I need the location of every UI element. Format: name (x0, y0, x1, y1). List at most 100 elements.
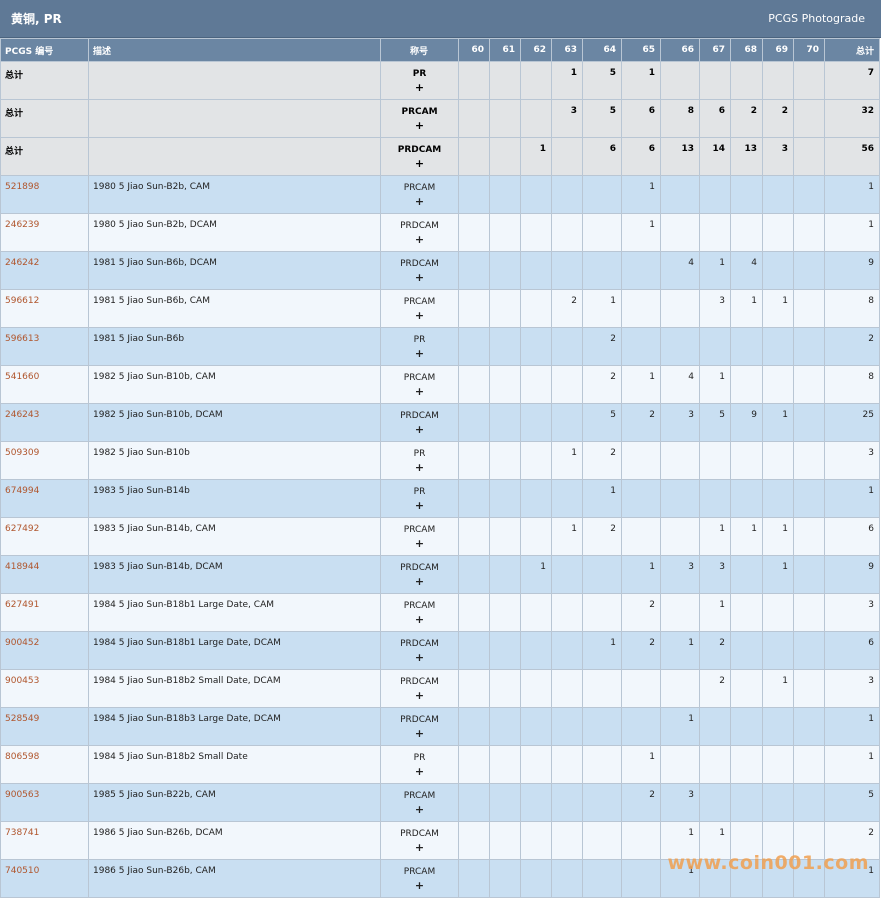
col-header-total[interactable]: 总计 (824, 38, 880, 62)
plus-grade-label[interactable]: + (414, 879, 425, 892)
pcgs-number-link[interactable]: 900452 (5, 638, 40, 648)
plus-grade-label[interactable]: + (414, 423, 425, 436)
pcgs-number-link[interactable]: 528549 (5, 714, 40, 724)
col-header-grade[interactable]: 69 (762, 38, 794, 62)
plus-grade-label[interactable]: + (414, 195, 425, 208)
grade-count-cell (793, 783, 825, 822)
plus-grade-label[interactable]: + (414, 537, 425, 550)
pcgs-number-link[interactable]: 627491 (5, 600, 40, 610)
grade-count-cell (730, 745, 763, 784)
grade-count-cell (489, 327, 521, 366)
col-header-grade[interactable]: 66 (660, 38, 700, 62)
grade-count-cell (660, 441, 700, 480)
plus-grade-label[interactable]: + (414, 499, 425, 512)
pcgs-number-link[interactable]: 674994 (5, 486, 40, 496)
row-total-cell: 25 (824, 403, 880, 442)
description-cell: 1984 5 Jiao Sun-B18b1 Large Date, CAM (88, 593, 381, 632)
total-label: 总计 (0, 61, 89, 100)
plus-grade-label[interactable]: + (414, 613, 425, 626)
grade-count-cell (551, 175, 583, 214)
pcgs-number-link[interactable]: 246243 (5, 410, 40, 420)
pcgs-number-link[interactable]: 900563 (5, 790, 40, 800)
col-header-grade[interactable]: 70 (793, 38, 825, 62)
col-header-designation[interactable]: 称号 (380, 38, 459, 62)
plus-grade-label[interactable]: + (414, 347, 425, 360)
col-header-grade[interactable]: 60 (458, 38, 490, 62)
designation-cell: PRDCAM + (380, 707, 459, 746)
table-body: 总计 PR +1 5 1 7 总计 PRCAM +3 5 6 8 6 2 2 32 总计 PRDCAM +1 6 6 13… (0, 61, 880, 898)
plus-grade-label[interactable]: + (414, 233, 425, 246)
pcgs-number-cell: 740510 (0, 859, 89, 898)
plus-grade-label[interactable]: + (414, 119, 425, 132)
grade-count-cell (582, 821, 622, 860)
grade-count-cell (520, 175, 552, 214)
grade-count-cell (551, 555, 583, 594)
pcgs-number-link[interactable]: 738741 (5, 828, 40, 838)
grade-count-cell: 1 (520, 555, 552, 594)
col-header-grade[interactable]: 62 (520, 38, 552, 62)
grade-count-cell: 4 (660, 365, 700, 404)
grade-count-cell (793, 175, 825, 214)
total-row: 总计 PRCAM +3 5 6 8 6 2 2 32 (0, 99, 880, 138)
col-header-description[interactable]: 描述 (88, 38, 381, 62)
pcgs-number-link[interactable]: 806598 (5, 752, 40, 762)
col-header-pcgs[interactable]: PCGS 编号 (0, 38, 89, 62)
pcgs-number-link[interactable]: 596613 (5, 334, 40, 344)
designation-label: PRDCAM (400, 411, 439, 421)
grade-count-cell (793, 365, 825, 404)
table-row: 246243 1982 5 Jiao Sun-B10b, DCAM PRDCAM +5… (0, 403, 880, 442)
grade-count-cell (793, 517, 825, 556)
pcgs-number-link[interactable]: 596612 (5, 296, 40, 306)
plus-grade-label[interactable]: + (414, 271, 425, 284)
grade-count-cell (699, 707, 731, 746)
plus-grade-label[interactable]: + (414, 765, 425, 778)
plus-grade-label[interactable]: + (414, 841, 425, 854)
plus-grade-label[interactable]: + (414, 651, 425, 664)
pcgs-number-link[interactable]: 740510 (5, 866, 40, 876)
plus-grade-label[interactable]: + (414, 575, 425, 588)
col-header-grade[interactable]: 61 (489, 38, 521, 62)
plus-grade-label[interactable]: + (414, 727, 425, 740)
plus-grade-label[interactable]: + (414, 309, 425, 322)
row-total-cell: 1 (824, 213, 880, 252)
pcgs-number-link[interactable]: 509309 (5, 448, 40, 458)
grade-count-cell (582, 251, 622, 290)
grade-count-cell (520, 631, 552, 670)
grade-count-cell (551, 669, 583, 708)
col-header-grade[interactable]: 67 (699, 38, 731, 62)
grade-count-cell: 2 (582, 517, 622, 556)
pcgs-number-link[interactable]: 627492 (5, 524, 40, 534)
pcgs-number-link[interactable]: 521898 (5, 182, 40, 192)
plus-grade-label[interactable]: + (414, 81, 425, 94)
grade-count-cell (730, 365, 763, 404)
plus-grade-label[interactable]: + (414, 385, 425, 398)
col-header-grade[interactable]: 65 (621, 38, 661, 62)
table-row: 418944 1983 5 Jiao Sun-B14b, DCAM PRDCAM +1… (0, 555, 880, 594)
grade-count-cell (489, 631, 521, 670)
designation-cell: PRCAM + (380, 783, 459, 822)
plus-grade-label[interactable]: + (414, 157, 425, 170)
plus-grade-label[interactable]: + (414, 689, 425, 702)
grade-count-cell (520, 707, 552, 746)
pcgs-number-link[interactable]: 541660 (5, 372, 40, 382)
designation-cell: PRCAM + (380, 99, 459, 138)
plus-grade-label[interactable]: + (414, 461, 425, 474)
description-cell: 1981 5 Jiao Sun-B6b, CAM (88, 289, 381, 328)
description-cell: 1982 5 Jiao Sun-B10b, DCAM (88, 403, 381, 442)
watermark: www.coin001.com (667, 852, 869, 874)
col-header-grade[interactable]: 68 (730, 38, 763, 62)
grade-count-cell: 1 (730, 289, 763, 328)
pcgs-number-link[interactable]: 246239 (5, 220, 40, 230)
pcgs-number-cell: 541660 (0, 365, 89, 404)
row-total-cell: 3 (824, 669, 880, 708)
pcgs-number-link[interactable]: 418944 (5, 562, 40, 572)
table-row: 521898 1980 5 Jiao Sun-B2b, CAM PRCAM +1 1 (0, 175, 880, 214)
plus-grade-label[interactable]: + (414, 803, 425, 816)
row-total-cell: 3 (824, 593, 880, 632)
col-header-grade[interactable]: 64 (582, 38, 622, 62)
grade-count-cell (621, 327, 661, 366)
pcgs-number-link[interactable]: 246242 (5, 258, 40, 268)
grade-count-cell (551, 783, 583, 822)
col-header-grade[interactable]: 63 (551, 38, 583, 62)
pcgs-number-link[interactable]: 900453 (5, 676, 40, 686)
